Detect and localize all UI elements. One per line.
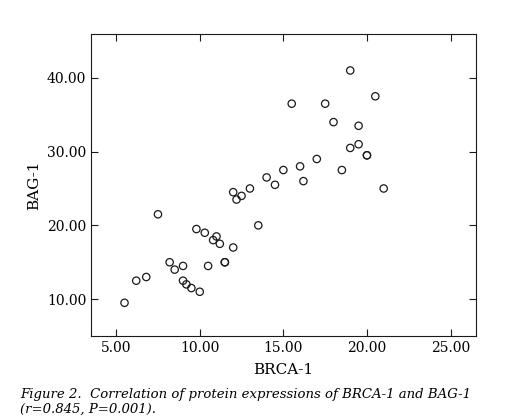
Point — [220, 259, 228, 265]
Point — [187, 285, 195, 291]
Point — [295, 163, 304, 170]
Point — [245, 185, 254, 192]
Point — [120, 299, 128, 306]
Point — [299, 178, 307, 184]
Point — [209, 237, 217, 244]
Point — [329, 119, 337, 126]
Point — [182, 281, 190, 288]
Text: Figure 2.  Correlation of protein expressions of BRCA-1 and BAG-1
(r=0.845, P=0.: Figure 2. Correlation of protein express… — [20, 388, 470, 416]
Y-axis label: BAG-1: BAG-1 — [27, 160, 41, 210]
Point — [154, 211, 162, 218]
Point — [212, 233, 220, 240]
Point — [362, 152, 370, 159]
Point — [192, 226, 200, 232]
Point — [215, 240, 223, 247]
Point — [270, 181, 278, 188]
Point — [345, 144, 353, 151]
Point — [354, 141, 362, 147]
Point — [354, 123, 362, 129]
Point — [287, 100, 295, 107]
Point — [229, 189, 237, 196]
Point — [165, 259, 173, 265]
Point — [220, 259, 228, 265]
Point — [200, 229, 209, 236]
Point — [232, 196, 240, 203]
Point — [237, 192, 245, 199]
Point — [132, 277, 140, 284]
Point — [195, 289, 204, 295]
Point — [262, 174, 270, 181]
Point — [142, 274, 150, 281]
Point — [254, 222, 262, 229]
Point — [345, 67, 353, 74]
Point — [170, 266, 178, 273]
Point — [321, 100, 329, 107]
Point — [229, 244, 237, 251]
Point — [204, 262, 212, 269]
Point — [362, 152, 370, 159]
Point — [179, 277, 187, 284]
Point — [371, 93, 379, 100]
Point — [379, 185, 387, 192]
Point — [179, 262, 187, 269]
Point — [337, 167, 345, 173]
Point — [312, 156, 320, 163]
Point — [279, 167, 287, 173]
X-axis label: BRCA-1: BRCA-1 — [253, 363, 313, 377]
